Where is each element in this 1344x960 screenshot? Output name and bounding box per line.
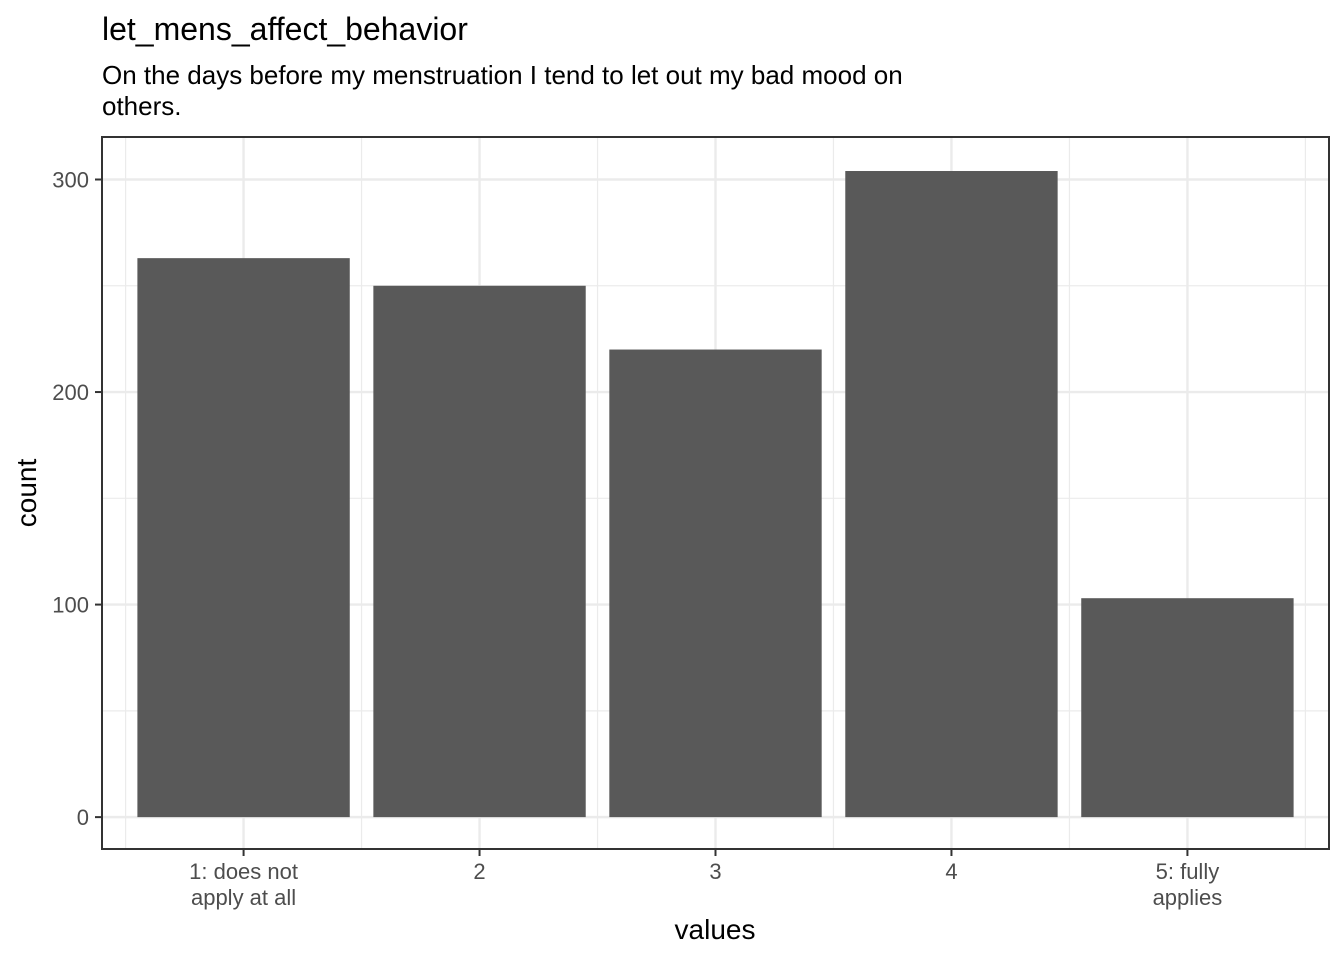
bar-2 (373, 285, 586, 818)
x-tick-label-0-line-0: 1: does not (189, 859, 298, 884)
x-tick-label-4-line-1: applies (1153, 885, 1223, 910)
x-axis-title: values (675, 914, 756, 945)
chart-title: let_mens_affect_behavior (102, 11, 468, 47)
x-tick-label-4-line-0: 5: fully (1156, 859, 1220, 884)
x-tick-label-0-line-1: apply at all (191, 885, 296, 910)
y-tick-label-2: 200 (52, 380, 89, 405)
x-tick-label-0: 1: does not apply at all (189, 859, 298, 910)
x-tick-label-3-line-0: 4 (945, 859, 957, 884)
x-tick-label-1: 2 (473, 859, 485, 884)
plot-panel: 0 100 200 300 1: does not apply at all 2 3 4 5: f… (52, 136, 1330, 910)
bar-1 (137, 258, 350, 818)
y-tick-label-0: 0 (77, 805, 89, 830)
chart-subtitle-line-1: On the days before my menstruation I ten… (102, 60, 903, 90)
y-axis-title: count (11, 459, 42, 528)
x-tick-label-2-line-0: 3 (709, 859, 721, 884)
bar-3 (609, 349, 822, 818)
chart-subtitle-line-2: others. (102, 91, 182, 121)
y-tick-label-3: 300 (52, 168, 89, 193)
x-tick-label-3: 4 (945, 859, 957, 884)
bar-4 (845, 171, 1058, 818)
x-tick-label-4: 5: fully applies (1153, 859, 1223, 910)
y-tick-label-1: 100 (52, 593, 89, 618)
bar-5 (1081, 598, 1294, 818)
x-tick-label-2: 3 (709, 859, 721, 884)
x-tick-label-1-line-0: 2 (473, 859, 485, 884)
